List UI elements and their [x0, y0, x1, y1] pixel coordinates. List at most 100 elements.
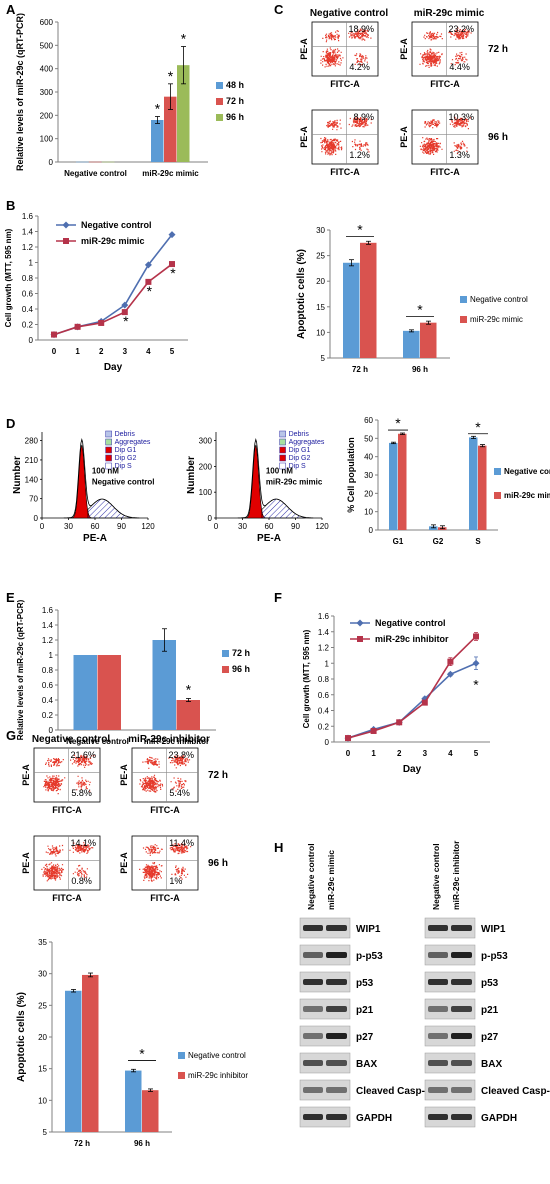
- x-tick-label: 0: [52, 347, 57, 356]
- y-axis-label: Apoptotic cells (%): [296, 249, 307, 339]
- y-axis-label: Apoptotic cells (%): [16, 992, 27, 1082]
- flow-dots: [41, 842, 94, 882]
- flow-x-label: FITC-A: [430, 167, 460, 177]
- panel-letter: G: [6, 728, 16, 743]
- blot-strip: [424, 917, 476, 939]
- y-tick-label: 10: [364, 508, 373, 517]
- x-tick-label: 120: [141, 522, 155, 531]
- x-tick-label: 5: [474, 749, 479, 758]
- legend-entry: 96 h: [226, 112, 244, 122]
- data-point: [121, 301, 129, 309]
- legend-entry: Dip G2: [115, 455, 137, 462]
- x-tick-label: miR-29c mimic: [142, 169, 199, 178]
- y-tick-label: 25: [316, 252, 325, 261]
- legend-entry: Aggregates: [115, 439, 151, 446]
- x-tick-label: Negative control: [64, 169, 127, 178]
- blot-band: [451, 1033, 472, 1039]
- x-tick-label: 1: [371, 749, 376, 758]
- panel-letter: H: [274, 840, 283, 855]
- y-tick-label: 0.6: [22, 290, 34, 299]
- histogram-x-label: PE-A: [83, 533, 107, 544]
- series-line: [347, 635, 477, 739]
- flow-dots: [139, 843, 192, 882]
- x-tick-label: 0: [214, 522, 219, 531]
- y-tick-label: 15: [316, 303, 325, 312]
- y-tick-label: 300: [199, 437, 213, 446]
- y-tick-label: 210: [25, 456, 39, 465]
- x-tick-label: 96 h: [412, 365, 428, 374]
- quadrant-percent: 23.8%: [168, 750, 194, 760]
- blot-strip: [424, 1079, 476, 1101]
- y-axis-label: Cell growth (MTT, 595 nm): [4, 228, 13, 327]
- y-axis-label: % Cell population: [346, 437, 356, 513]
- blot-strip: [299, 917, 351, 939]
- flow-x-label: FITC-A: [52, 805, 82, 815]
- protein-label: WIP1: [481, 924, 506, 935]
- bar: [152, 640, 176, 730]
- blot-band: [303, 952, 323, 958]
- histogram-outline: [63, 437, 140, 519]
- protein-label: BAX: [481, 1059, 502, 1070]
- bar: [360, 242, 377, 358]
- bar: [420, 322, 437, 358]
- x-tick-label: 72 h: [352, 365, 368, 374]
- data-point: [345, 735, 351, 742]
- flow-dots: [320, 28, 372, 68]
- y-tick-label: 0: [208, 514, 213, 523]
- x-tick-label: 60: [265, 522, 274, 531]
- y-tick-label: 25: [38, 1001, 47, 1010]
- quadrant-percent: 21.6%: [70, 750, 96, 760]
- x-tick-label: 2: [99, 347, 104, 356]
- quadrant-percent: 4.2%: [349, 62, 370, 72]
- y-tick-label: 1.2: [318, 644, 330, 653]
- series-line: [53, 234, 173, 336]
- significance-star: *: [170, 265, 176, 281]
- flow-dots: [419, 116, 471, 155]
- flow-y-label: PE-A: [119, 764, 129, 786]
- y-tick-label: 200: [40, 111, 54, 120]
- blot-band: [451, 925, 472, 931]
- y-tick-label: 600: [40, 18, 54, 27]
- flow-y-label: PE-A: [399, 126, 409, 148]
- lane-label: Negative control: [306, 843, 316, 910]
- y-tick-label: 1.4: [22, 228, 34, 237]
- y-tick-label: 1.2: [22, 243, 34, 252]
- histogram-annotation: miR-29c mimic: [266, 477, 323, 486]
- blot-strip: [299, 1106, 351, 1128]
- bar: [389, 442, 398, 530]
- flow-x-label: FITC-A: [330, 167, 360, 177]
- blot-band: [451, 1060, 472, 1066]
- quadrant-percent: 14.1%: [70, 838, 96, 848]
- y-tick-label: 300: [40, 88, 54, 97]
- y-tick-label: 200: [199, 462, 213, 471]
- y-tick-label: 1.4: [42, 621, 54, 630]
- panel-letter: E: [6, 590, 15, 605]
- data-point: [446, 670, 454, 678]
- flow-y-label: PE-A: [21, 852, 31, 874]
- blot-band: [326, 952, 347, 958]
- legend-entry: Aggregates: [289, 439, 325, 446]
- blot-band: [451, 1114, 472, 1120]
- blot-strip: [424, 971, 476, 993]
- panel-letter: A: [6, 2, 16, 17]
- x-tick-label: miR-29c inhibitor: [144, 737, 209, 746]
- flow-plot-frame: [33, 747, 101, 803]
- flow-dots: [320, 116, 372, 156]
- histogram-annotation: 100 nM: [266, 466, 293, 475]
- flow-row-label: 72 h: [488, 44, 508, 55]
- blot-band: [428, 1060, 448, 1066]
- protein-label: WIP1: [356, 924, 381, 935]
- flow-plot-frame: [311, 109, 379, 165]
- blot-strip: [424, 1025, 476, 1047]
- y-tick-label: 0.2: [42, 711, 54, 720]
- y-tick-label: 1.6: [22, 212, 34, 221]
- data-point: [370, 727, 377, 734]
- x-tick-label: 4: [146, 347, 151, 356]
- y-tick-label: 10: [38, 1096, 47, 1105]
- series-line: [347, 662, 477, 739]
- y-tick-label: 0: [49, 726, 54, 735]
- protein-label: p21: [356, 1005, 374, 1016]
- legend-swatch: [494, 492, 501, 499]
- legend-swatch: [105, 462, 112, 470]
- legend-entry: miR-29c inhibitor: [188, 1071, 248, 1080]
